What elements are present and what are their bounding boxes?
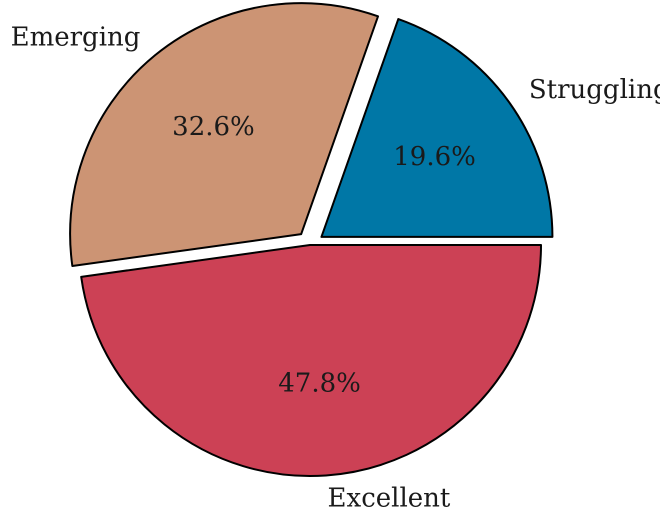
pie-slice-emerging <box>69 2 380 267</box>
pie-slices <box>69 2 554 477</box>
category-label-struggling: Struggling <box>529 75 660 105</box>
pie-slice-struggling <box>320 18 554 238</box>
pct-label-struggling: 19.6% <box>393 142 476 172</box>
category-labels: Struggling Emerging Excellent <box>11 22 660 513</box>
pct-label-excellent: 47.8% <box>278 368 361 398</box>
category-label-emerging: Emerging <box>11 22 141 52</box>
percentage-labels: 19.6% 32.6% 47.8% <box>172 112 476 398</box>
category-label-excellent: Excellent <box>328 483 451 513</box>
pie-slice-excellent <box>80 244 542 477</box>
pct-label-emerging: 32.6% <box>172 112 255 142</box>
